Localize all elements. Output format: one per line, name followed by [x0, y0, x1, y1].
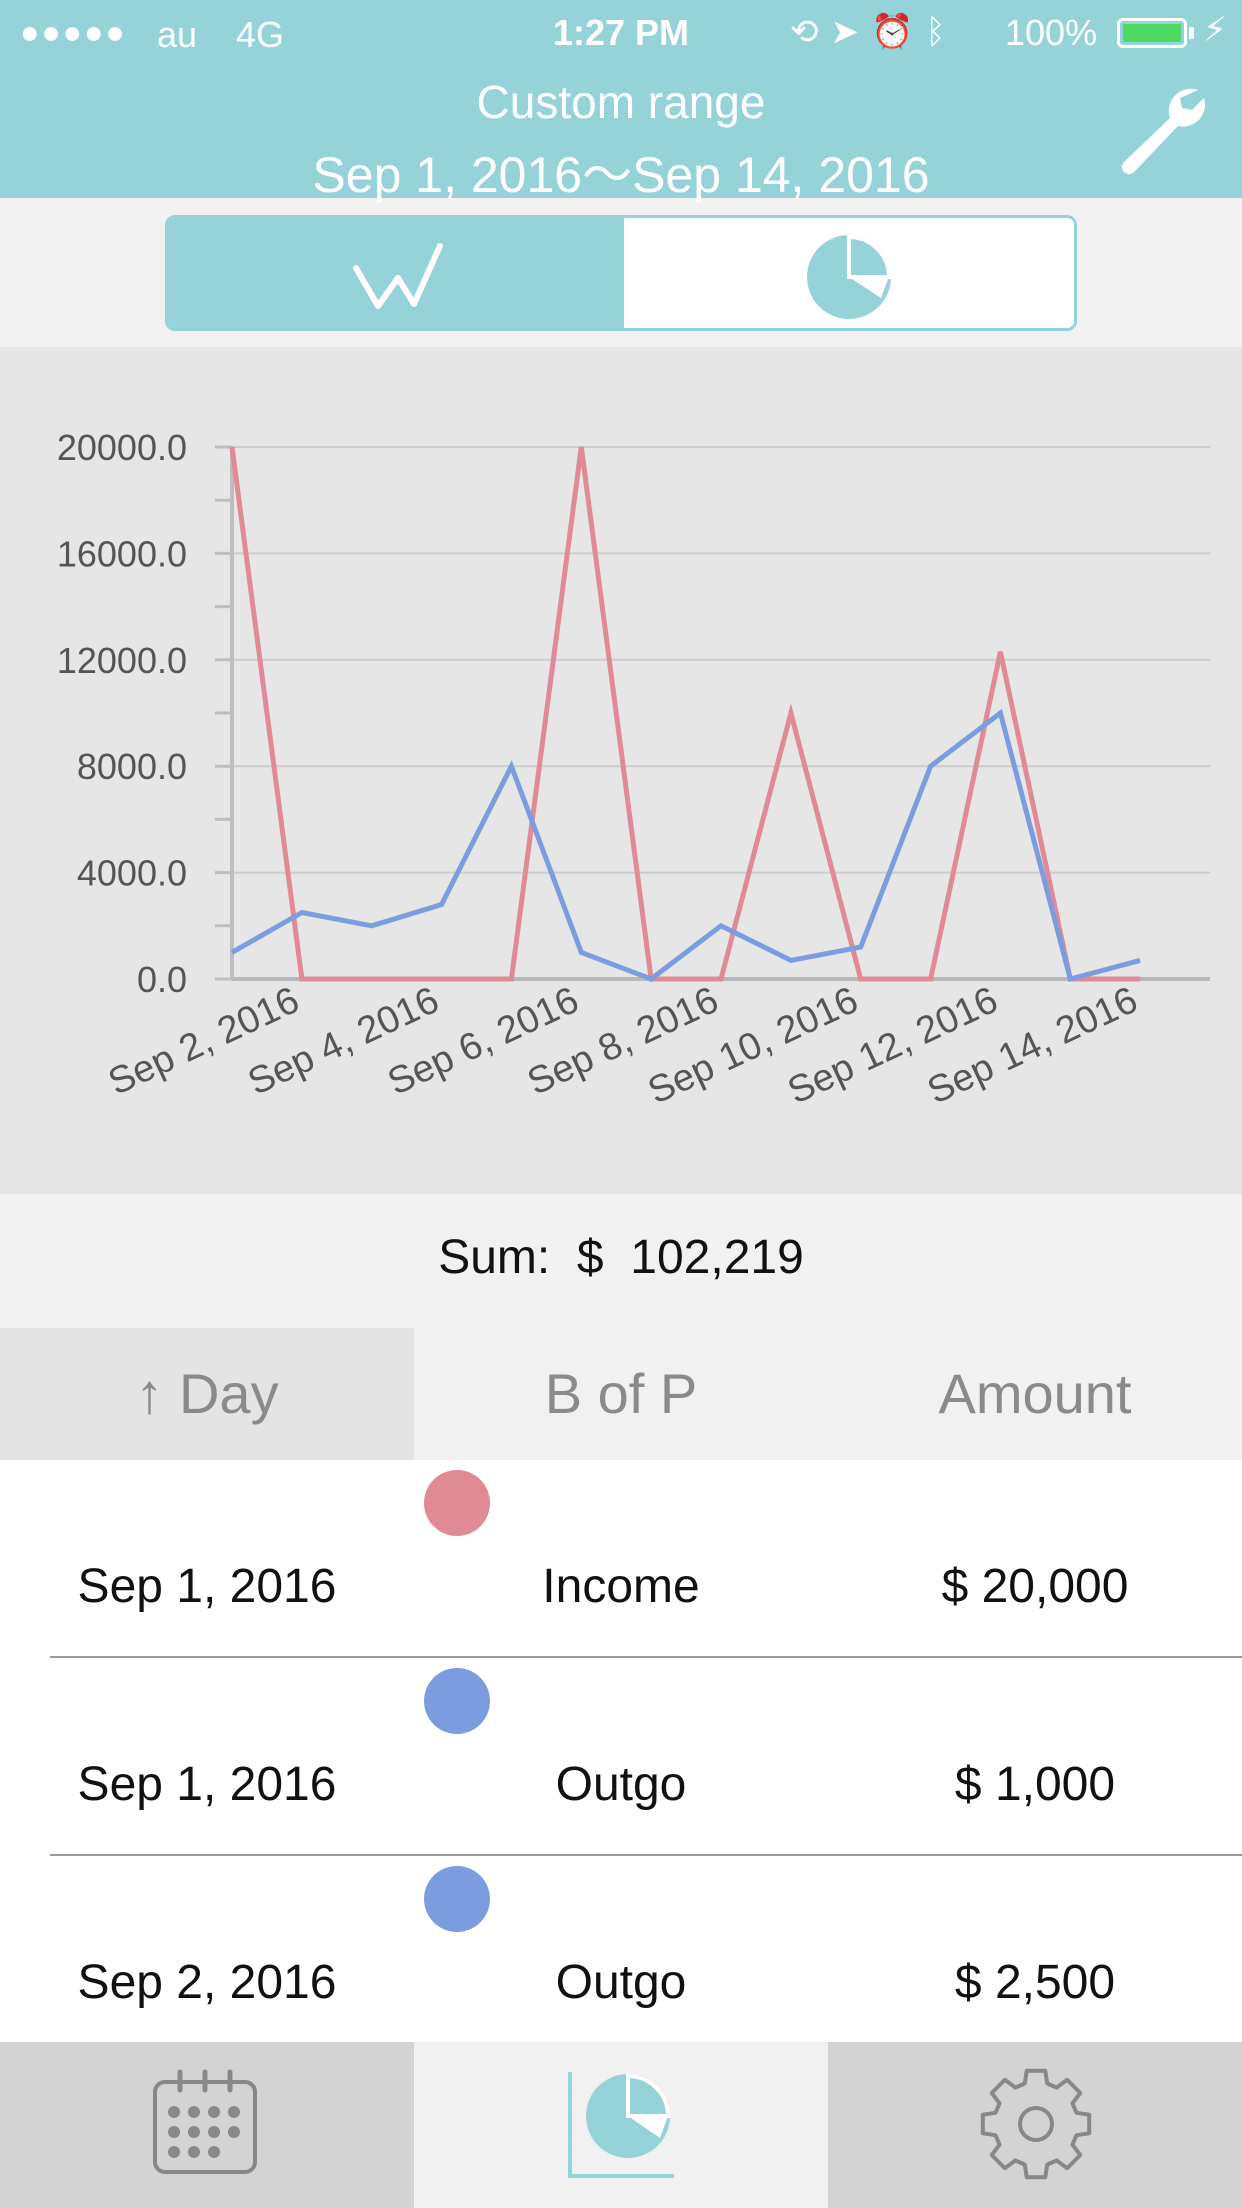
- table-row[interactable]: Sep 2, 2016 Outgo $ 2,500: [0, 1856, 1242, 2042]
- row-separator: [50, 1854, 1242, 1856]
- table-row[interactable]: Sep 1, 2016 Income $ 20,000: [0, 1460, 1242, 1658]
- line-chart-icon: [353, 243, 443, 309]
- y-tick-label: 0.0: [137, 959, 187, 1000]
- y-tick-label: 4000.0: [77, 853, 187, 894]
- row-type: Outgo: [555, 1758, 687, 1811]
- header-bar: [0, 0, 1242, 198]
- y-tick-label: 12000.0: [57, 640, 187, 681]
- signal-strength: ●●●●●: [20, 14, 127, 50]
- pie-chart-icon: [807, 234, 892, 319]
- y-tick-label: 8000.0: [77, 746, 187, 787]
- column-header-day[interactable]: ↑ Day: [0, 1328, 414, 1460]
- series-line-income: [229, 446, 1141, 982]
- charging-icon: ⚡: [1203, 11, 1227, 49]
- column-header-amount[interactable]: Amount: [828, 1328, 1242, 1460]
- segment-line-chart[interactable]: [168, 218, 624, 328]
- type-color-dot: [424, 1470, 490, 1536]
- tab-calendar[interactable]: [0, 2042, 414, 2208]
- location-icon: ➤: [830, 13, 871, 51]
- chart-panel: [0, 347, 1242, 1194]
- row-day: Sep 1, 2016: [77, 1560, 337, 1613]
- row-amount: $ 1,000: [954, 1758, 1116, 1811]
- type-color-dot: [424, 1668, 490, 1734]
- rotation-lock-icon: ⟲: [790, 13, 831, 51]
- row-day: Sep 1, 2016: [77, 1758, 337, 1811]
- table-row[interactable]: Sep 1, 2016 Outgo $ 1,000: [0, 1658, 1242, 1856]
- status-bar: ●●●●● au 4G 1:27 PM ⟲➤⏰ᛒ 100% ⚡: [0, 0, 1242, 64]
- battery-icon: [1117, 18, 1187, 48]
- segment-pie-chart[interactable]: [624, 218, 1074, 328]
- y-tick-label: 16000.0: [57, 533, 187, 574]
- gear-icon: [980, 2068, 1092, 2180]
- column-header-bop[interactable]: B of P: [414, 1328, 828, 1460]
- sum-label: Sum:: [438, 1231, 551, 1284]
- bluetooth-icon: ᛒ: [925, 13, 958, 51]
- row-separator: [50, 1656, 1242, 1658]
- series-line-outgo: [230, 708, 1141, 983]
- status-icons: ⟲➤⏰ᛒ: [790, 12, 958, 52]
- line-chart: 0.04000.08000.012000.016000.020000.0Sep …: [57, 427, 1210, 1113]
- sum-currency: $: [576, 1231, 604, 1284]
- row-type: Income: [542, 1560, 700, 1613]
- wrench-icon[interactable]: [1110, 80, 1210, 180]
- battery-tip: [1189, 27, 1194, 39]
- page-title: Custom range: [476, 76, 766, 128]
- chart-type-segment: [165, 215, 1077, 331]
- tab-report[interactable]: [414, 2042, 828, 2208]
- transaction-list: Sep 1, 2016 Income $ 20,000 Sep 1, 2016 …: [0, 1460, 1242, 2042]
- battery-fill: [1123, 24, 1181, 42]
- row-type: Outgo: [555, 1956, 687, 2009]
- type-color-dot: [424, 1866, 490, 1932]
- battery-percent: 100%: [1005, 12, 1098, 53]
- sum-value: 102,219: [630, 1231, 804, 1284]
- network-type: 4G: [236, 14, 285, 55]
- row-amount: $ 2,500: [954, 1956, 1116, 2009]
- sum-total: Sum: $ 102,219: [0, 1230, 1242, 1285]
- date-range: Sep 1, 2016〜Sep 14, 2016: [312, 147, 930, 203]
- calendar-icon: [153, 2069, 257, 2174]
- tab-settings[interactable]: [828, 2042, 1242, 2208]
- status-time: 1:27 PM: [552, 12, 690, 53]
- row-amount: $ 20,000: [941, 1560, 1129, 1613]
- alarm-icon: ⏰: [871, 13, 926, 51]
- pie-chart-icon: [568, 2072, 674, 2178]
- carrier-name: au: [157, 14, 198, 55]
- tab-bar: [0, 2042, 1242, 2208]
- y-tick-label: 20000.0: [57, 427, 187, 468]
- row-day: Sep 2, 2016: [77, 1956, 337, 2009]
